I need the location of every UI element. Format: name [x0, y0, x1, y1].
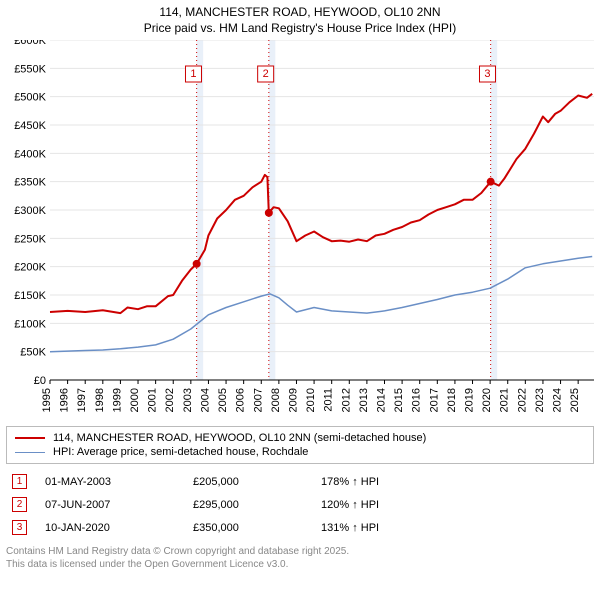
event-hpi: 120% ↑ HPI	[321, 499, 379, 511]
svg-text:2005: 2005	[217, 388, 229, 412]
event-price: £205,000	[193, 476, 303, 488]
event-row: 3 10-JAN-2020 £350,000 131% ↑ HPI	[6, 516, 594, 539]
svg-text:2015: 2015	[393, 388, 405, 412]
svg-text:2011: 2011	[323, 388, 335, 412]
legend-label-2: HPI: Average price, semi-detached house,…	[53, 446, 308, 458]
footer-line-1: Contains HM Land Registry data © Crown c…	[6, 545, 594, 558]
svg-text:2021: 2021	[499, 388, 511, 412]
legend-swatch-1	[15, 437, 45, 439]
svg-text:2002: 2002	[164, 388, 176, 412]
chart-container: 114, MANCHESTER ROAD, HEYWOOD, OL10 2NN …	[0, 0, 600, 577]
chart: £0 £50K £100K £150K £200K £250K £300K £350K £400…	[6, 40, 594, 420]
svg-text:2024: 2024	[552, 388, 564, 412]
svg-text:1: 1	[190, 68, 196, 80]
event-date: 10-JAN-2020	[45, 522, 175, 534]
svg-text:£100K: £100K	[14, 319, 46, 331]
event-date: 07-JUN-2007	[45, 499, 175, 511]
events-table: 1 01-MAY-2003 £205,000 178% ↑ HPI 2 07-J…	[6, 470, 594, 539]
legend-swatch-2	[15, 452, 45, 453]
title-line-2: Price paid vs. HM Land Registry's House …	[6, 20, 594, 36]
svg-text:£50K: £50K	[20, 347, 46, 359]
event-row: 1 01-MAY-2003 £205,000 178% ↑ HPI	[6, 470, 594, 493]
svg-text:£200K: £200K	[14, 262, 46, 274]
svg-text:£450K: £450K	[14, 120, 46, 132]
svg-text:£550K: £550K	[14, 64, 46, 76]
event-date: 01-MAY-2003	[45, 476, 175, 488]
svg-text:2007: 2007	[252, 388, 264, 412]
event-row: 2 07-JUN-2007 £295,000 120% ↑ HPI	[6, 493, 594, 516]
svg-text:£250K: £250K	[14, 234, 46, 246]
legend-item: HPI: Average price, semi-detached house,…	[15, 445, 585, 459]
event-price: £350,000	[193, 522, 303, 534]
svg-text:2020: 2020	[481, 388, 493, 412]
svg-text:£500K: £500K	[14, 92, 46, 104]
title-block: 114, MANCHESTER ROAD, HEYWOOD, OL10 2NN …	[6, 4, 594, 36]
svg-text:1997: 1997	[76, 388, 88, 412]
svg-text:1999: 1999	[111, 388, 123, 412]
svg-text:2014: 2014	[375, 388, 387, 412]
svg-text:2016: 2016	[411, 388, 423, 412]
svg-text:£350K: £350K	[14, 177, 46, 189]
svg-text:£400K: £400K	[14, 149, 46, 161]
event-hpi: 131% ↑ HPI	[321, 522, 379, 534]
svg-text:2010: 2010	[305, 388, 317, 412]
svg-text:2012: 2012	[340, 388, 352, 412]
svg-text:2013: 2013	[358, 388, 370, 412]
svg-text:2004: 2004	[199, 388, 211, 412]
svg-text:1996: 1996	[59, 388, 71, 412]
svg-text:2000: 2000	[129, 388, 141, 412]
footer-line-2: This data is licensed under the Open Gov…	[6, 558, 594, 571]
event-marker: 1	[12, 474, 27, 489]
event-hpi: 178% ↑ HPI	[321, 476, 379, 488]
footer: Contains HM Land Registry data © Crown c…	[6, 545, 594, 571]
svg-text:3: 3	[484, 68, 490, 80]
svg-text:2022: 2022	[516, 388, 528, 412]
event-price: £295,000	[193, 499, 303, 511]
svg-text:2017: 2017	[428, 388, 440, 412]
title-line-1: 114, MANCHESTER ROAD, HEYWOOD, OL10 2NN	[6, 4, 594, 20]
svg-text:1995: 1995	[41, 388, 53, 412]
svg-text:£150K: £150K	[14, 290, 46, 302]
svg-text:2019: 2019	[464, 388, 476, 412]
svg-text:2003: 2003	[182, 388, 194, 412]
legend: 114, MANCHESTER ROAD, HEYWOOD, OL10 2NN …	[6, 426, 594, 464]
chart-svg: £0 £50K £100K £150K £200K £250K £300K £350K £400…	[6, 40, 594, 420]
svg-text:£0: £0	[34, 375, 46, 387]
svg-text:2025: 2025	[569, 388, 581, 412]
svg-text:£600K: £600K	[14, 40, 46, 47]
svg-text:2001: 2001	[147, 388, 159, 412]
svg-text:2008: 2008	[270, 388, 282, 412]
legend-item: 114, MANCHESTER ROAD, HEYWOOD, OL10 2NN …	[15, 431, 585, 445]
svg-text:2: 2	[263, 68, 269, 80]
svg-text:2023: 2023	[534, 388, 546, 412]
svg-text:2009: 2009	[287, 388, 299, 412]
svg-text:2018: 2018	[446, 388, 458, 412]
event-marker: 2	[12, 497, 27, 512]
svg-text:£300K: £300K	[14, 205, 46, 217]
event-marker: 3	[12, 520, 27, 535]
svg-text:2006: 2006	[235, 388, 247, 412]
svg-text:1998: 1998	[94, 388, 106, 412]
legend-label-1: 114, MANCHESTER ROAD, HEYWOOD, OL10 2NN …	[53, 432, 426, 444]
